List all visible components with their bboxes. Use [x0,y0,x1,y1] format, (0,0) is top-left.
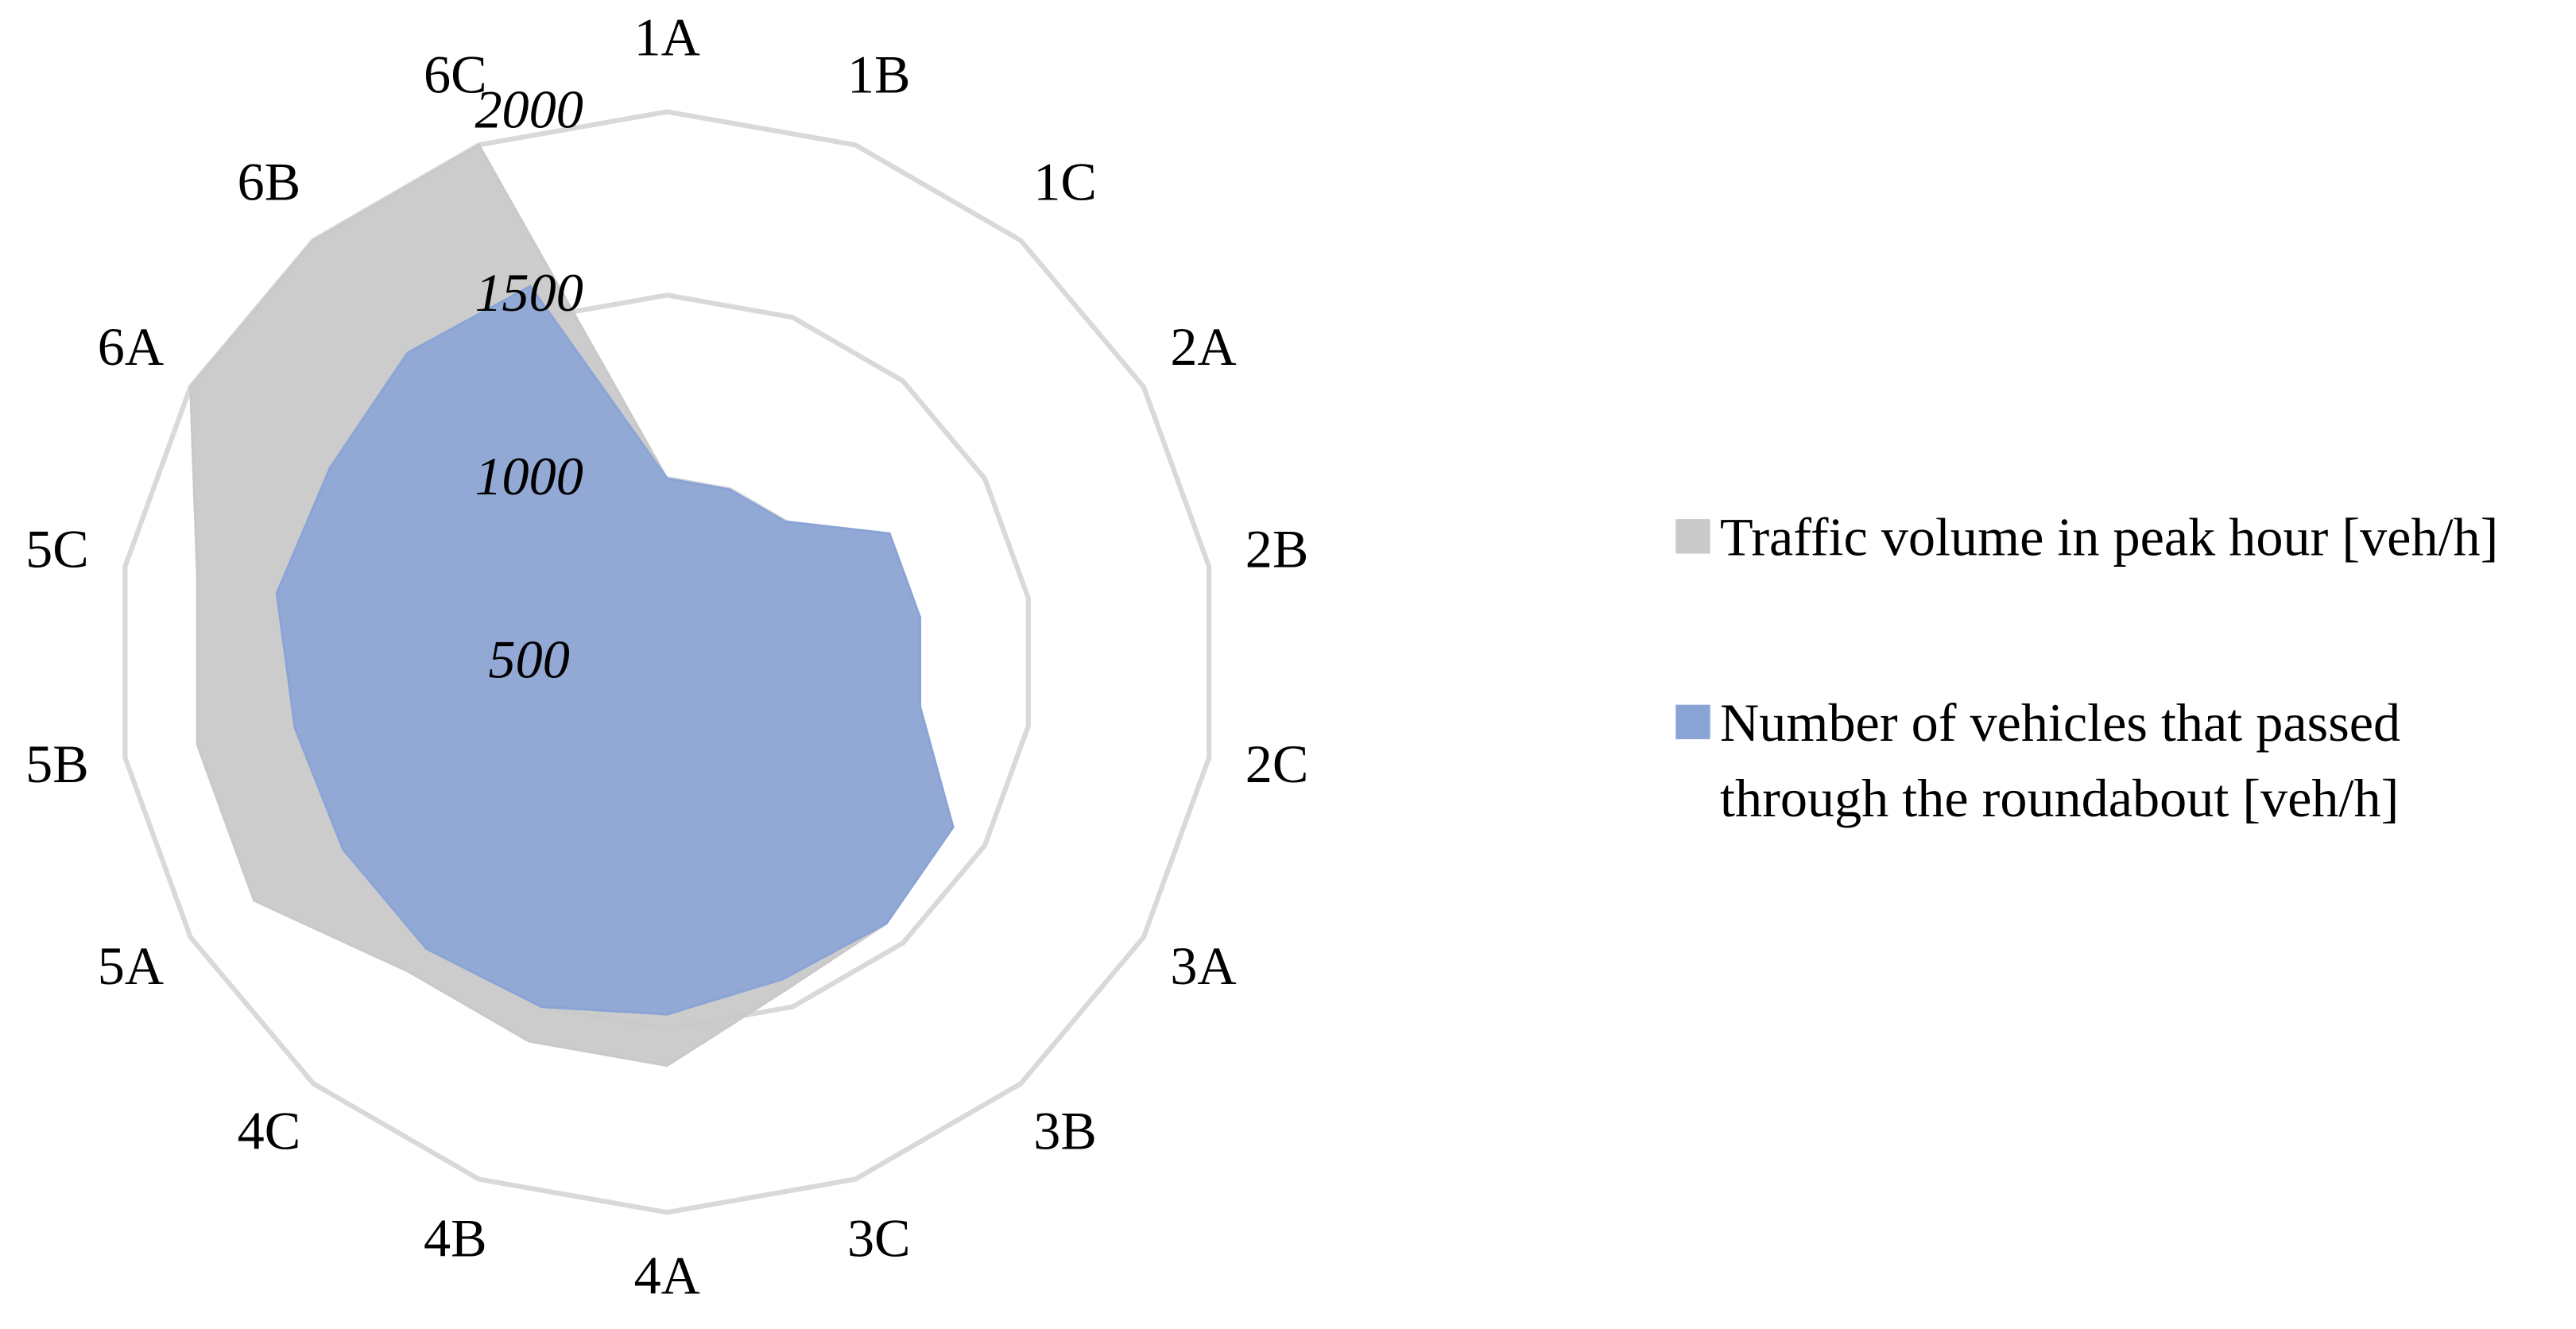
legend-swatch [1675,519,1710,554]
series-area [275,285,955,1016]
legend-entry: Traffic volume in peak hour [veh/h] [1720,509,2499,569]
legend-entry: Number of vehicles that passed through t… [1720,695,2401,830]
category-label: 1B [847,44,911,104]
legend-swatch [1675,704,1710,740]
r-tick-label: 1500 [475,262,583,323]
category-label: 2B [1245,518,1309,579]
category-label: 3C [847,1208,911,1269]
category-label: 2A [1170,316,1236,377]
category-label: 3B [1033,1100,1097,1160]
areas [189,143,955,1067]
legend-label: Traffic volume in peak hour [veh/h] [1720,509,2499,569]
labels: 500 1000 1500 2000 1A 1B 1C 2A 2B 2C 3A 3B 3C 4A 4B 4C 5… [25,6,1308,1305]
category-label: 4B [424,1208,487,1269]
category-label: 6A [98,316,164,377]
category-label: 6C [424,44,487,104]
category-label: 1A [634,6,700,67]
category-label: 6B [238,152,301,212]
category-label: 3A [1170,936,1236,996]
legend-label: Number of vehicles that passed through t… [1720,695,2401,830]
category-label: 5A [98,936,164,996]
category-label: 1C [1033,152,1097,212]
category-label: 5B [25,734,89,794]
r-tick-label: 1000 [475,446,583,506]
category-label: 4A [634,1246,700,1306]
category-label: 4C [238,1100,301,1160]
category-label: 5C [25,518,89,579]
r-tick-label: 500 [489,630,570,690]
category-label: 2C [1245,734,1309,794]
legend: Traffic volume in peak hour [veh/h] Numbe… [1675,509,2499,830]
r-tick-label: 2000 [475,79,583,139]
